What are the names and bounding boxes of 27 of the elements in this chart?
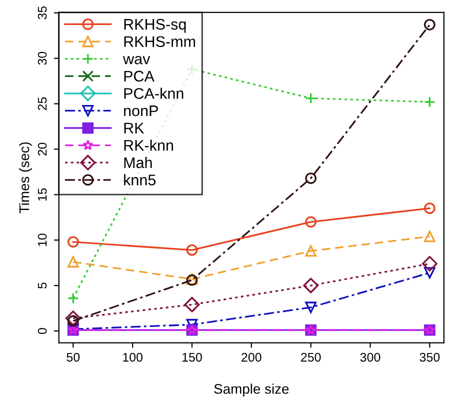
y-tick-label: 10 [38, 234, 47, 246]
x-tick-label: 250 [301, 352, 321, 362]
y-tick-label: 25 [38, 97, 47, 110]
x-tick-label: 200 [242, 352, 262, 362]
x-tick-label: 150 [182, 352, 202, 362]
legend-label: RKHS-sq [124, 18, 186, 33]
y-tick-label: 5 [38, 282, 47, 288]
legend-label: RK [124, 122, 144, 134]
legend-label: Mah [124, 156, 152, 168]
legend-label: nonP [124, 106, 158, 116]
legend-label: PCA [124, 70, 154, 82]
y-tick-label: 35 [38, 6, 47, 20]
legend-label: wav [123, 56, 150, 64]
legend-label: RKHS-mm [124, 36, 196, 48]
y-tick-label: 30 [38, 52, 47, 65]
legend-label: RK-knn [124, 140, 174, 151]
y-tick-label: 20 [38, 142, 47, 156]
legend-label: knn5 [124, 174, 156, 186]
y-axis-title: Times (sec) [19, 142, 32, 214]
x-tick-label: 300 [360, 352, 380, 362]
x-axis-title: Sample size [214, 384, 289, 397]
x-tick-label: 50 [66, 352, 80, 362]
x-tick-label: 350 [420, 352, 440, 362]
y-tick-label: 0 [38, 328, 47, 334]
x-tick-label: 100 [123, 352, 143, 362]
y-tick-label: 15 [38, 188, 47, 201]
legend-label: PCA-knn [124, 88, 184, 99]
